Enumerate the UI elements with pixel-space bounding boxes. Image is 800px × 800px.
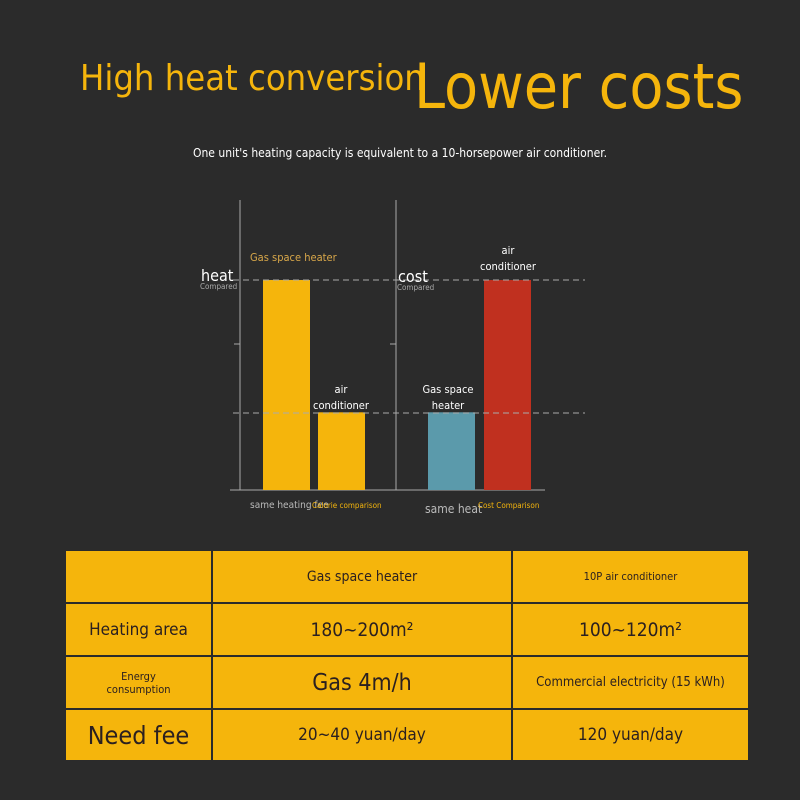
- table-cell: 100~120m²: [513, 604, 748, 655]
- axis-label: heat: [201, 266, 234, 285]
- axis-label: cost: [398, 267, 428, 286]
- table-cell: Energy consumption: [66, 657, 211, 708]
- subtitle: One unit's heating capacity is equivalen…: [192, 146, 608, 160]
- footer: same heat: [425, 502, 483, 516]
- bar: [428, 412, 475, 490]
- bar: [263, 280, 310, 490]
- table-cell: Heating area: [66, 604, 211, 655]
- table-cell: Commercial electricity (15 kWh): [513, 657, 748, 708]
- table-cell: 120 yuan/day: [513, 710, 748, 760]
- caption: Calorie comparison: [312, 501, 382, 510]
- table-cell: 20~40 yuan/day: [213, 710, 511, 760]
- caption: Cost Comparison: [478, 501, 540, 510]
- bar-label: Gas space heater: [250, 251, 337, 264]
- table-header: 10P air conditioner: [513, 551, 748, 602]
- axis-sublabel: Compared: [397, 283, 435, 292]
- table-header: Gas space heater: [213, 551, 511, 602]
- bar-label: air conditioner: [313, 383, 369, 412]
- title-right: Lower costs: [414, 50, 744, 123]
- bar: [484, 280, 531, 490]
- table-cell: Need fee: [66, 710, 211, 760]
- table-cell: Gas 4m/h: [213, 657, 511, 708]
- title-left: High heat conversion: [80, 58, 425, 99]
- bar: [318, 412, 365, 490]
- table-cell: [66, 551, 211, 602]
- axis-sublabel: Compared: [200, 282, 238, 291]
- bar-label: air conditioner: [480, 244, 536, 273]
- footer: same heating fee: [250, 500, 329, 511]
- table-cell: 180~200m²: [213, 604, 511, 655]
- bar-label: Gas space heater: [422, 383, 474, 412]
